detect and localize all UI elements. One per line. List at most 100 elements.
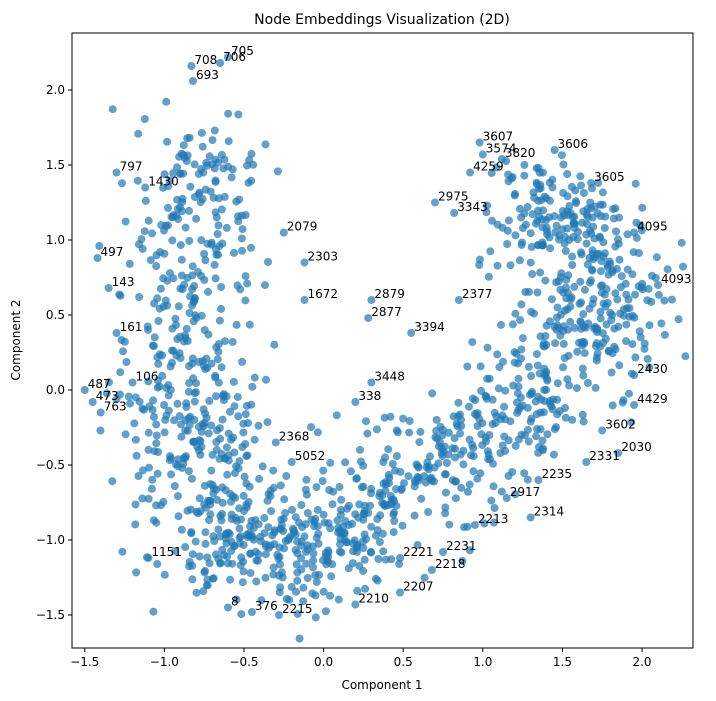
- scatter-point: [310, 522, 319, 531]
- scatter-point: [552, 221, 561, 230]
- scatter-point: [636, 221, 645, 230]
- scatter-point: [545, 317, 554, 326]
- scatter-point: [160, 249, 169, 258]
- scatter-point: [463, 522, 472, 531]
- scatter-point: [144, 377, 153, 386]
- scatter-point: [488, 420, 497, 429]
- scatter-point: [345, 501, 353, 510]
- scatter-point: [277, 515, 286, 524]
- scatter-point: [229, 377, 238, 386]
- scatter-point: [598, 200, 607, 209]
- scatter-point: [227, 173, 236, 182]
- scatter-point: [493, 261, 502, 270]
- scatter-point: [600, 290, 609, 299]
- point-label: 3605: [594, 170, 625, 184]
- scatter-point: [521, 220, 530, 229]
- point-label: 376: [255, 599, 278, 613]
- scatter-point: [217, 150, 226, 159]
- scatter-point: [152, 262, 161, 271]
- scatter-point: [545, 178, 554, 187]
- scatter-point: [144, 554, 153, 562]
- scatter-point: [121, 217, 130, 226]
- scatter-point: [112, 168, 121, 177]
- scatter-point: [105, 378, 113, 387]
- point-label: 2231: [446, 539, 477, 553]
- scatter-point: [238, 246, 246, 255]
- scatter-point: [622, 320, 631, 329]
- scatter-point: [192, 214, 201, 223]
- scatter-point: [184, 467, 193, 476]
- scatter-point: [651, 273, 660, 282]
- scatter-point: [177, 525, 186, 534]
- scatter-point: [472, 411, 481, 420]
- scatter-point: [207, 240, 216, 249]
- scatter-point: [246, 569, 255, 577]
- scatter-point: [344, 521, 353, 529]
- point-label: 4093: [661, 272, 692, 286]
- scatter-point: [469, 452, 478, 461]
- scatter-point: [174, 455, 183, 464]
- scatter-point: [135, 293, 144, 301]
- scatter-point: [201, 256, 210, 265]
- scatter-point: [183, 506, 192, 515]
- scatter-point: [293, 549, 302, 558]
- scatter-point: [275, 611, 283, 619]
- scatter-point: [119, 347, 127, 356]
- scatter-point: [116, 291, 125, 300]
- scatter-point: [118, 179, 126, 188]
- scatter-point: [583, 204, 592, 213]
- scatter-point: [482, 208, 491, 217]
- scatter-point: [312, 483, 321, 492]
- scatter-point: [171, 547, 180, 556]
- scatter-point: [526, 258, 535, 267]
- scatter-point: [454, 398, 463, 407]
- scatter-point: [177, 432, 186, 441]
- scatter-point: [362, 417, 370, 426]
- scatter-point: [301, 485, 310, 494]
- scatter-point: [181, 331, 189, 340]
- scatter-point: [427, 473, 436, 482]
- scatter-point: [125, 259, 134, 268]
- scatter-point: [631, 290, 639, 299]
- scatter-point: [625, 389, 633, 398]
- scatter-point: [292, 560, 301, 569]
- scatter-point: [617, 272, 626, 281]
- scatter-point: [140, 115, 149, 123]
- scatter-point: [319, 587, 328, 596]
- scatter-point: [249, 160, 258, 169]
- scatter-point: [168, 236, 177, 245]
- scatter-point: [211, 208, 220, 217]
- scatter-point: [243, 451, 252, 460]
- scatter-point: [218, 415, 227, 424]
- scatter-point: [566, 295, 575, 304]
- scatter-point: [224, 137, 233, 146]
- scatter-point: [608, 268, 617, 277]
- y-tick-label: 0.5: [46, 308, 65, 322]
- scatter-point: [211, 155, 220, 164]
- scatter-point: [523, 475, 532, 484]
- scatter-point: [334, 523, 343, 532]
- scatter-point: [526, 513, 535, 522]
- scatter-point: [645, 363, 654, 372]
- scatter-point: [181, 426, 190, 435]
- scatter-point: [432, 415, 441, 424]
- scatter-point: [237, 610, 246, 619]
- scatter-point: [197, 427, 206, 436]
- scatter-point: [131, 393, 140, 402]
- point-label: 106: [136, 370, 159, 384]
- scatter-point: [442, 488, 450, 497]
- scatter-point: [211, 176, 220, 185]
- scatter-point: [441, 503, 450, 512]
- scatter-point: [484, 272, 493, 281]
- scatter-point: [234, 110, 243, 119]
- scatter-point: [232, 516, 241, 525]
- scatter-point: [514, 406, 523, 414]
- scatter-point: [118, 547, 127, 556]
- scatter-point: [660, 330, 669, 339]
- scatter-point: [255, 474, 264, 483]
- scatter-point: [634, 249, 643, 257]
- point-label: 2368: [279, 430, 310, 444]
- scatter-point: [367, 489, 375, 498]
- scatter-point: [597, 257, 606, 265]
- scatter-point: [216, 59, 225, 67]
